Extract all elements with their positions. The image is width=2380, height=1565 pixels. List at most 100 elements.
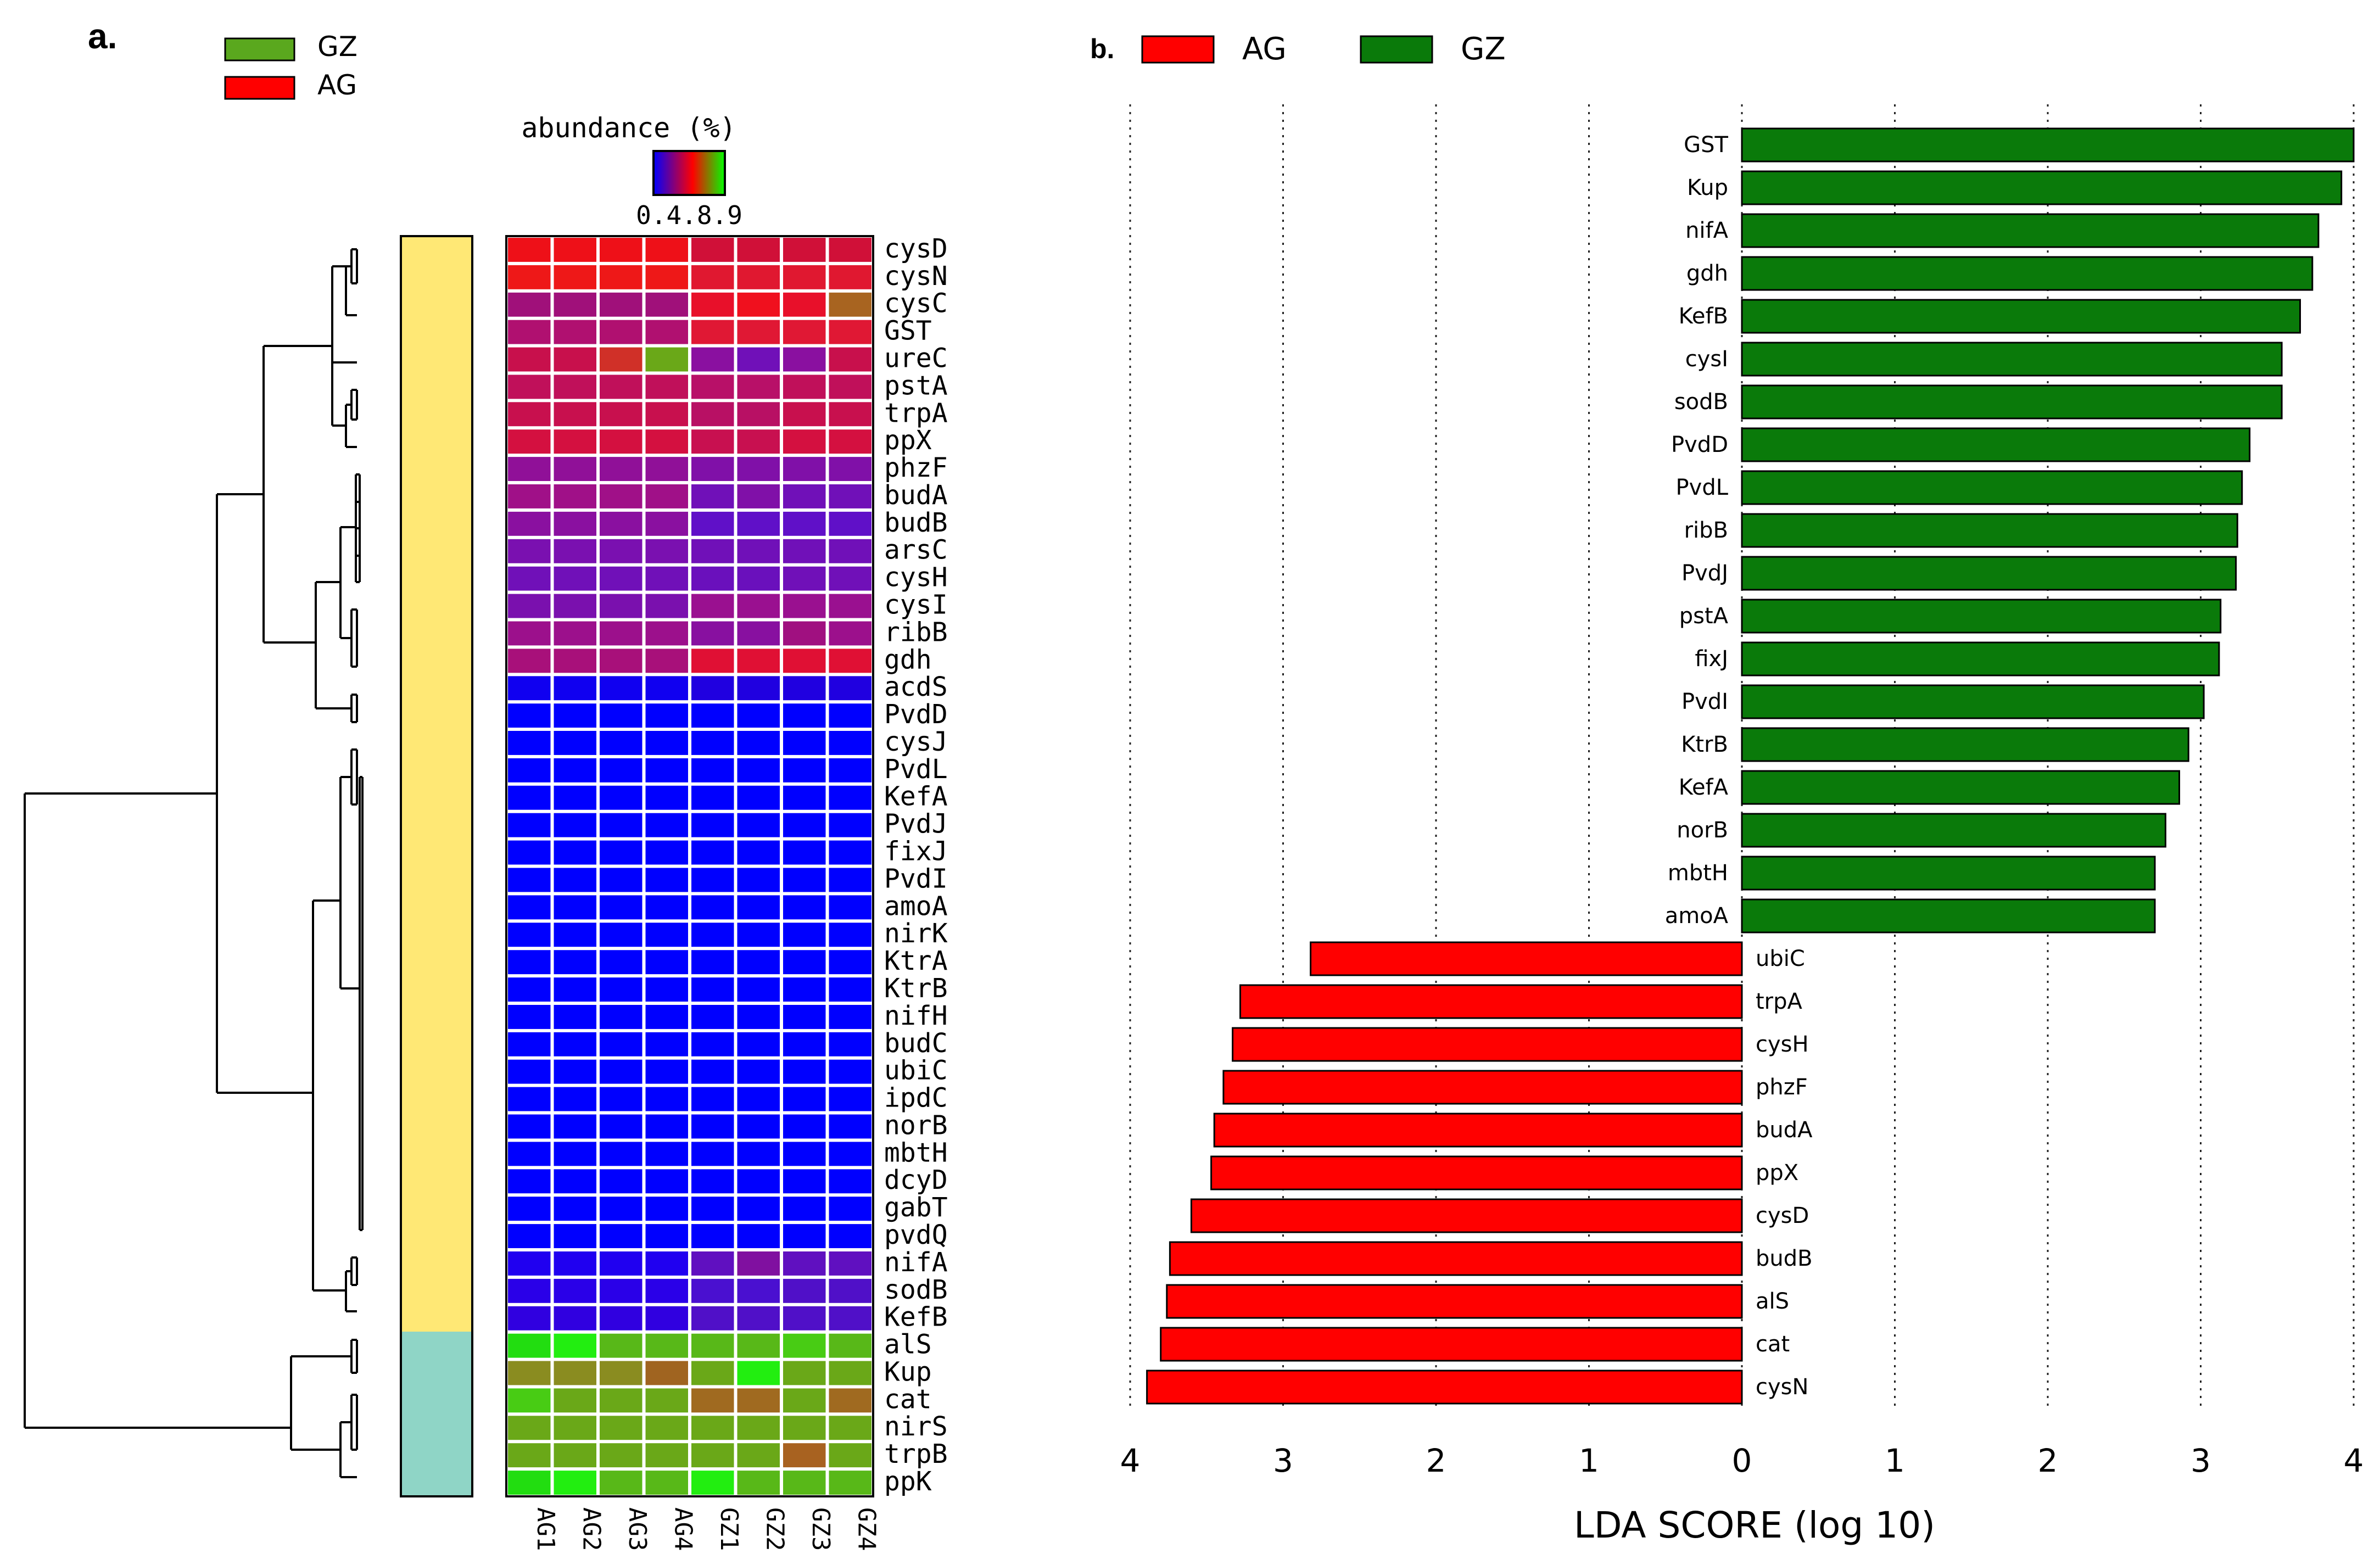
heatmap-cell: [737, 950, 780, 975]
heatmap-cell: [508, 1388, 551, 1413]
lda-x-tick-label: 2: [1426, 1442, 1446, 1479]
heatmap-cell: [554, 895, 596, 920]
heatmap-cell: [829, 1361, 871, 1385]
heatmap-cell: [691, 923, 734, 947]
cluster-upper: [401, 236, 472, 1332]
heatmap-cell: [600, 320, 643, 344]
heatmap-col-label: AG4: [669, 1507, 697, 1551]
heatmap-row-label: KtrB: [884, 973, 948, 1004]
lda-bar-label: ubiC: [1756, 946, 1805, 971]
heatmap-row-label: pstA: [884, 370, 948, 401]
lda-bar-gz: [1741, 727, 2189, 762]
lda-x-tick-label: 1: [1579, 1442, 1599, 1479]
heatmap-cell: [737, 923, 780, 947]
heatmap-col-label: GZ3: [807, 1507, 835, 1551]
heatmap-cell: [645, 758, 688, 783]
heatmap-cell: [783, 566, 826, 591]
heatmap-cell: [737, 539, 780, 563]
heatmap-row-label: gdh: [884, 644, 932, 675]
heatmap-cell: [645, 840, 688, 865]
heatmap-cell: [600, 1142, 643, 1166]
heatmap-cell: [600, 1361, 643, 1385]
heatmap-cell: [645, 1197, 688, 1221]
heatmap-cell: [783, 977, 826, 1002]
panel-b-label: b.: [1090, 33, 1114, 64]
lda-bar-gz: [1741, 170, 2343, 205]
heatmap-cell: [554, 1169, 596, 1194]
heatmap-cell: [645, 265, 688, 289]
heatmap-cell: [829, 292, 871, 317]
lda-bar-label: cysD: [1756, 1203, 1809, 1228]
heatmap-col-label: AG1: [532, 1507, 560, 1551]
heatmap-col-labels: AG1 AG2 AG3 AG4 GZ1 GZ2 GZ3 GZ4: [532, 1507, 881, 1551]
lda-bar-label: fixJ: [1695, 646, 1728, 672]
heatmap-cell: [554, 1197, 596, 1221]
heatmap-cell: [691, 977, 734, 1002]
lda-x-tick-label: 2: [2038, 1442, 2058, 1479]
heatmap-row-label: pvdQ: [884, 1220, 948, 1250]
heatmap-cell: [691, 731, 734, 755]
heatmap-col-label: AG3: [623, 1507, 651, 1551]
heatmap-cell: [783, 649, 826, 673]
heatmap-cell: [600, 703, 643, 728]
heatmap-cell: [600, 1224, 643, 1248]
heatmap-cell: [508, 785, 551, 810]
heatmap-cells: [508, 238, 871, 1495]
heatmap-row-label: cysJ: [884, 726, 948, 757]
heatmap-cell: [554, 1251, 596, 1276]
heatmap-cell: [829, 621, 871, 646]
row-dendrogram: [24, 248, 364, 1478]
heatmap-cell: [508, 1278, 551, 1303]
heatmap-cell: [691, 238, 734, 262]
heatmap-row-label: acdS: [884, 672, 948, 702]
heatmap-cell: [645, 292, 688, 317]
legend-ag-swatch: [224, 76, 295, 100]
heatmap-row-label: arsC: [884, 535, 948, 566]
heatmap-cell: [554, 758, 596, 783]
heatmap-cell: [600, 347, 643, 372]
heatmap-cell: [691, 402, 734, 427]
heatmap-cell: [508, 813, 551, 837]
heatmap-cell: [737, 785, 780, 810]
heatmap-cell: [783, 594, 826, 618]
lda-x-tick-label: 4: [1120, 1442, 1141, 1479]
heatmap-cell: [737, 1169, 780, 1194]
heatmap-cell: [691, 457, 734, 481]
heatmap-cell: [737, 1251, 780, 1276]
heatmap-cell: [829, 1224, 871, 1248]
heatmap-cell: [737, 429, 780, 454]
heatmap-cell: [691, 1087, 734, 1111]
heatmap-cell: [554, 320, 596, 344]
heatmap-cell: [691, 1005, 734, 1029]
heatmap-cell: [829, 265, 871, 289]
heatmap-cell: [737, 649, 780, 673]
heatmap-cell: [783, 238, 826, 262]
heatmap-cell: [737, 1388, 780, 1413]
heatmap-cell: [645, 1142, 688, 1166]
heatmap-cell: [600, 1388, 643, 1413]
heatmap-cell: [600, 1278, 643, 1303]
heatmap-cell: [783, 375, 826, 399]
heatmap-cell: [645, 1005, 688, 1029]
lda-bar-ag: [1213, 1113, 1743, 1148]
heatmap-row-label: KefB: [884, 1302, 948, 1333]
heatmap-cell: [508, 1114, 551, 1139]
heatmap-cell: [783, 1388, 826, 1413]
heatmap-row-label: nirK: [884, 918, 948, 949]
heatmap-cell: [554, 840, 596, 865]
heatmap-cell: [600, 1169, 643, 1194]
heatmap-row-label: Kup: [884, 1357, 932, 1388]
heatmap-cell: [554, 375, 596, 399]
heatmap-cell: [554, 676, 596, 701]
heatmap-cell: [829, 785, 871, 810]
heatmap-cell: [600, 895, 643, 920]
heatmap-cell: [554, 868, 596, 892]
heatmap-cell: [783, 402, 826, 427]
colorbar: abundance (%) 0.4.8.9: [521, 112, 742, 230]
heatmap-cell: [508, 375, 551, 399]
heatmap-cell: [783, 1087, 826, 1111]
heatmap-cell: [554, 785, 596, 810]
heatmap-cell: [737, 703, 780, 728]
heatmap-cell: [783, 457, 826, 481]
